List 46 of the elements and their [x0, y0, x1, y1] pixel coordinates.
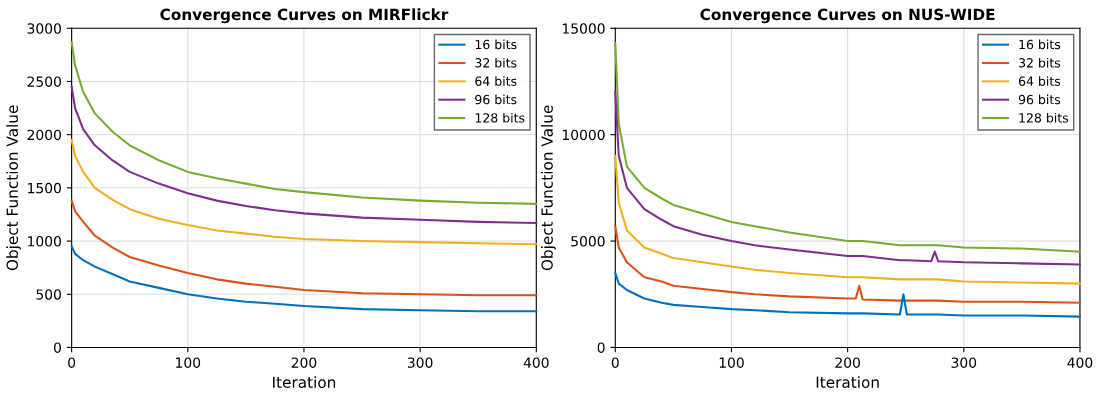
line-series — [614, 271, 1081, 318]
y-tick-label: 2000 — [27, 129, 61, 141]
y-tick-label: 500 — [36, 289, 61, 300]
x-axis-title: Iteration — [816, 376, 879, 388]
x-tick-label: 300 — [407, 357, 433, 368]
legend-label: 32 bits — [475, 57, 517, 68]
legend-label: 64 bits — [1018, 76, 1061, 86]
legend-label: 32 bits — [1019, 57, 1061, 68]
y-tick-label: 3000 — [27, 23, 61, 34]
y-tick-label: 10000 — [562, 129, 605, 141]
y-tick-label: 0 — [597, 342, 605, 353]
legend-label: 96 bits — [1018, 94, 1061, 105]
y-axis-title: Object Function Value — [6, 105, 22, 271]
y-tick-label: 1500 — [28, 182, 61, 194]
y-tick-label: 1000 — [28, 236, 61, 247]
x-tick-label: 300 — [951, 357, 977, 368]
x-tick-label: 400 — [523, 357, 549, 368]
legend-label: 128 bits — [475, 112, 525, 123]
line-series — [70, 41, 538, 205]
x-tick-label: 0 — [68, 357, 76, 368]
legend-label: 128 bits — [1019, 112, 1069, 123]
line-series — [70, 85, 538, 225]
line-series — [70, 245, 538, 313]
legend-label: 64 bits — [475, 76, 517, 86]
y-tick-label: 2500 — [27, 76, 61, 87]
line-series — [614, 154, 1081, 285]
y-tick-label: 0 — [53, 342, 61, 353]
line-series — [614, 225, 1081, 304]
line-series — [70, 138, 538, 246]
y-axis-title: Object Function Value — [541, 105, 556, 271]
x-tick-label: 0 — [611, 357, 619, 368]
x-tick-label: 200 — [291, 357, 317, 368]
chart-title: Convergence Curves on MIRFlickr — [160, 8, 449, 24]
x-tick-label: 200 — [835, 357, 860, 368]
x-tick-label: 100 — [719, 357, 744, 368]
legend-label: 16 bits — [1019, 39, 1061, 50]
legend-label: 16 bits — [475, 39, 517, 50]
x-tick-label: 400 — [1067, 357, 1093, 368]
legend-label: 96 bits — [475, 94, 517, 105]
x-axis-title: Iteration — [273, 376, 336, 388]
x-tick-label: 100 — [176, 357, 201, 368]
line-series — [70, 199, 538, 297]
line-series — [614, 91, 1081, 266]
y-tick-label: 15000 — [562, 23, 605, 34]
y-tick-label: 5000 — [571, 236, 605, 247]
chart-title: Convergence Curves on NUS-WIDE — [700, 8, 995, 24]
